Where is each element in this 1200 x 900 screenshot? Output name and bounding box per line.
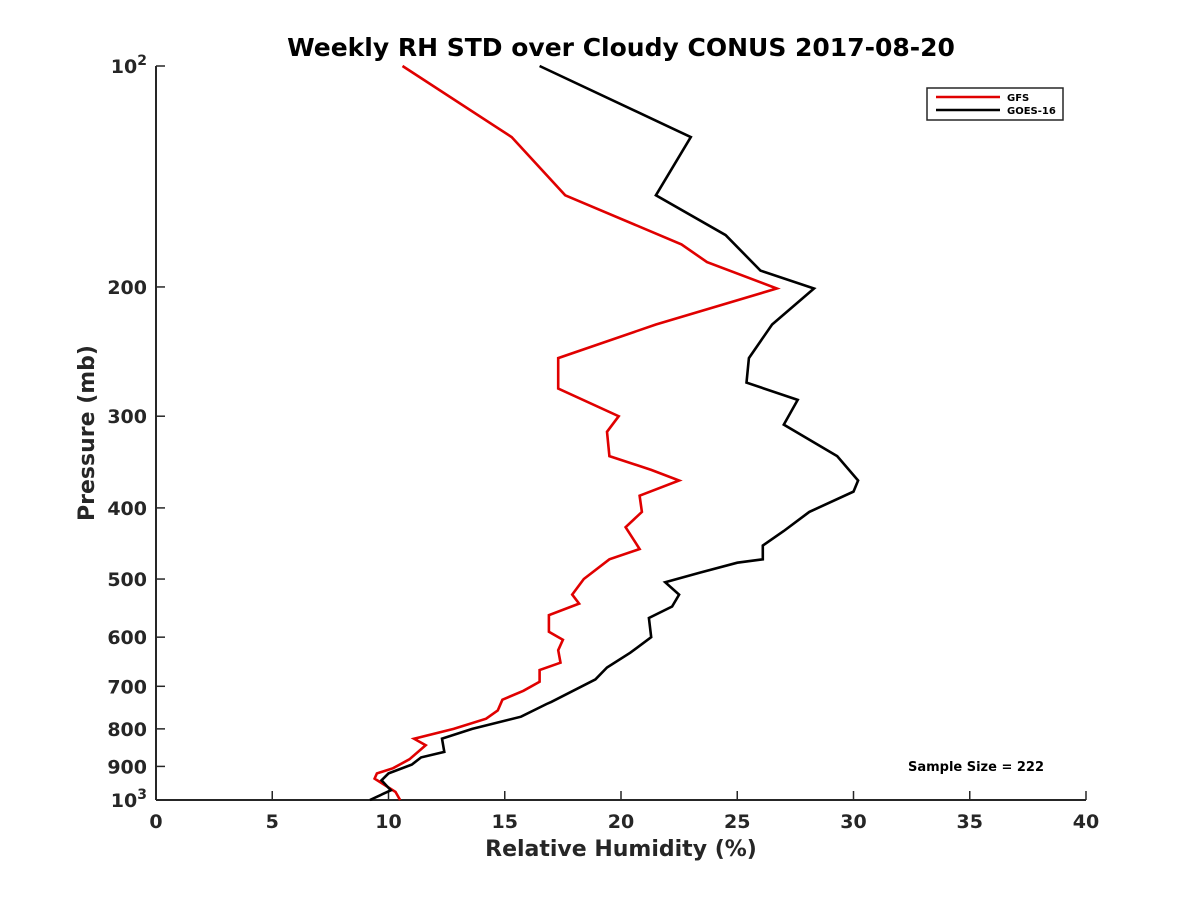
y-tick-label: 600 [107,627,147,649]
legend-label: GOES-16 [1007,106,1056,117]
y-tick-label: 700 [107,676,147,698]
legend-box [926,87,1064,121]
legend-label: GFS [1007,93,1029,104]
series-lines [369,64,860,802]
y-tick-label: 500 [107,569,147,591]
x-tick-label: 40 [1073,811,1099,833]
axes [155,66,1086,801]
x-axis-label: Relative Humidity (%) [485,837,757,862]
y-tick-label: 900 [107,756,147,778]
y-tick-label: 800 [107,719,147,741]
chart-title: Weekly RH STD over Cloudy CONUS 2017-08-… [287,33,955,62]
series-line-gfs [372,64,781,801]
x-ticks: 0 5 10 15 20 25 30 35 40 [149,791,1099,833]
x-tick-label: 30 [840,811,866,833]
x-tick-label: 5 [266,811,279,833]
x-tick-label: 15 [492,811,518,833]
legend-entries: GFS GOES-16 [936,93,1056,117]
y-tick-label: 103 [111,787,147,812]
y-tick-label: 102 [111,53,147,78]
x-tick-label: 25 [724,811,750,833]
x-tick-label: 35 [957,811,983,833]
y-tick-label: 300 [107,406,147,428]
sample-size-annotation: Sample Size = 222 [908,760,1044,775]
legend: GFS GOES-16 [926,87,1064,121]
x-tick-label: 0 [149,811,162,833]
y-axis-label: Pressure (mb) [75,345,100,521]
y-tick-label: 400 [107,498,147,520]
x-tick-label: 10 [375,811,401,833]
y-ticks: 102 200 300 400 500 600 700 800 900 103 [107,53,165,812]
series-line-goes-16 [369,64,860,802]
y-tick-label: 200 [107,277,147,299]
x-tick-label: 20 [608,811,634,833]
